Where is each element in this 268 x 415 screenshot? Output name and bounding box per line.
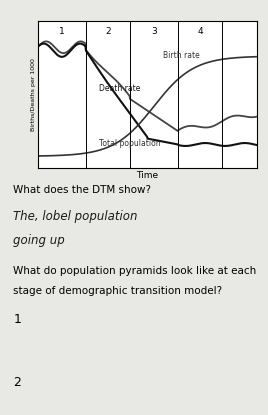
Text: What does the DTM show?: What does the DTM show? [13,185,151,195]
Text: stage of demographic transition model?: stage of demographic transition model? [13,286,222,296]
Text: Total population: Total population [99,139,161,148]
X-axis label: Time: Time [136,171,158,180]
Text: 1: 1 [13,313,21,326]
Text: 2: 2 [13,376,21,388]
Text: going up: going up [13,234,65,247]
Text: 3: 3 [151,27,157,36]
Text: The, lobel population: The, lobel population [13,210,138,222]
Text: Death rate: Death rate [99,85,140,93]
Text: 2: 2 [105,27,111,36]
Text: 4: 4 [197,27,203,36]
Text: Birth rate: Birth rate [163,51,200,60]
Y-axis label: Births/Deaths per 1000: Births/Deaths per 1000 [31,58,36,131]
Text: 1: 1 [59,27,65,36]
Text: What do population pyramids look like at each: What do population pyramids look like at… [13,266,257,276]
